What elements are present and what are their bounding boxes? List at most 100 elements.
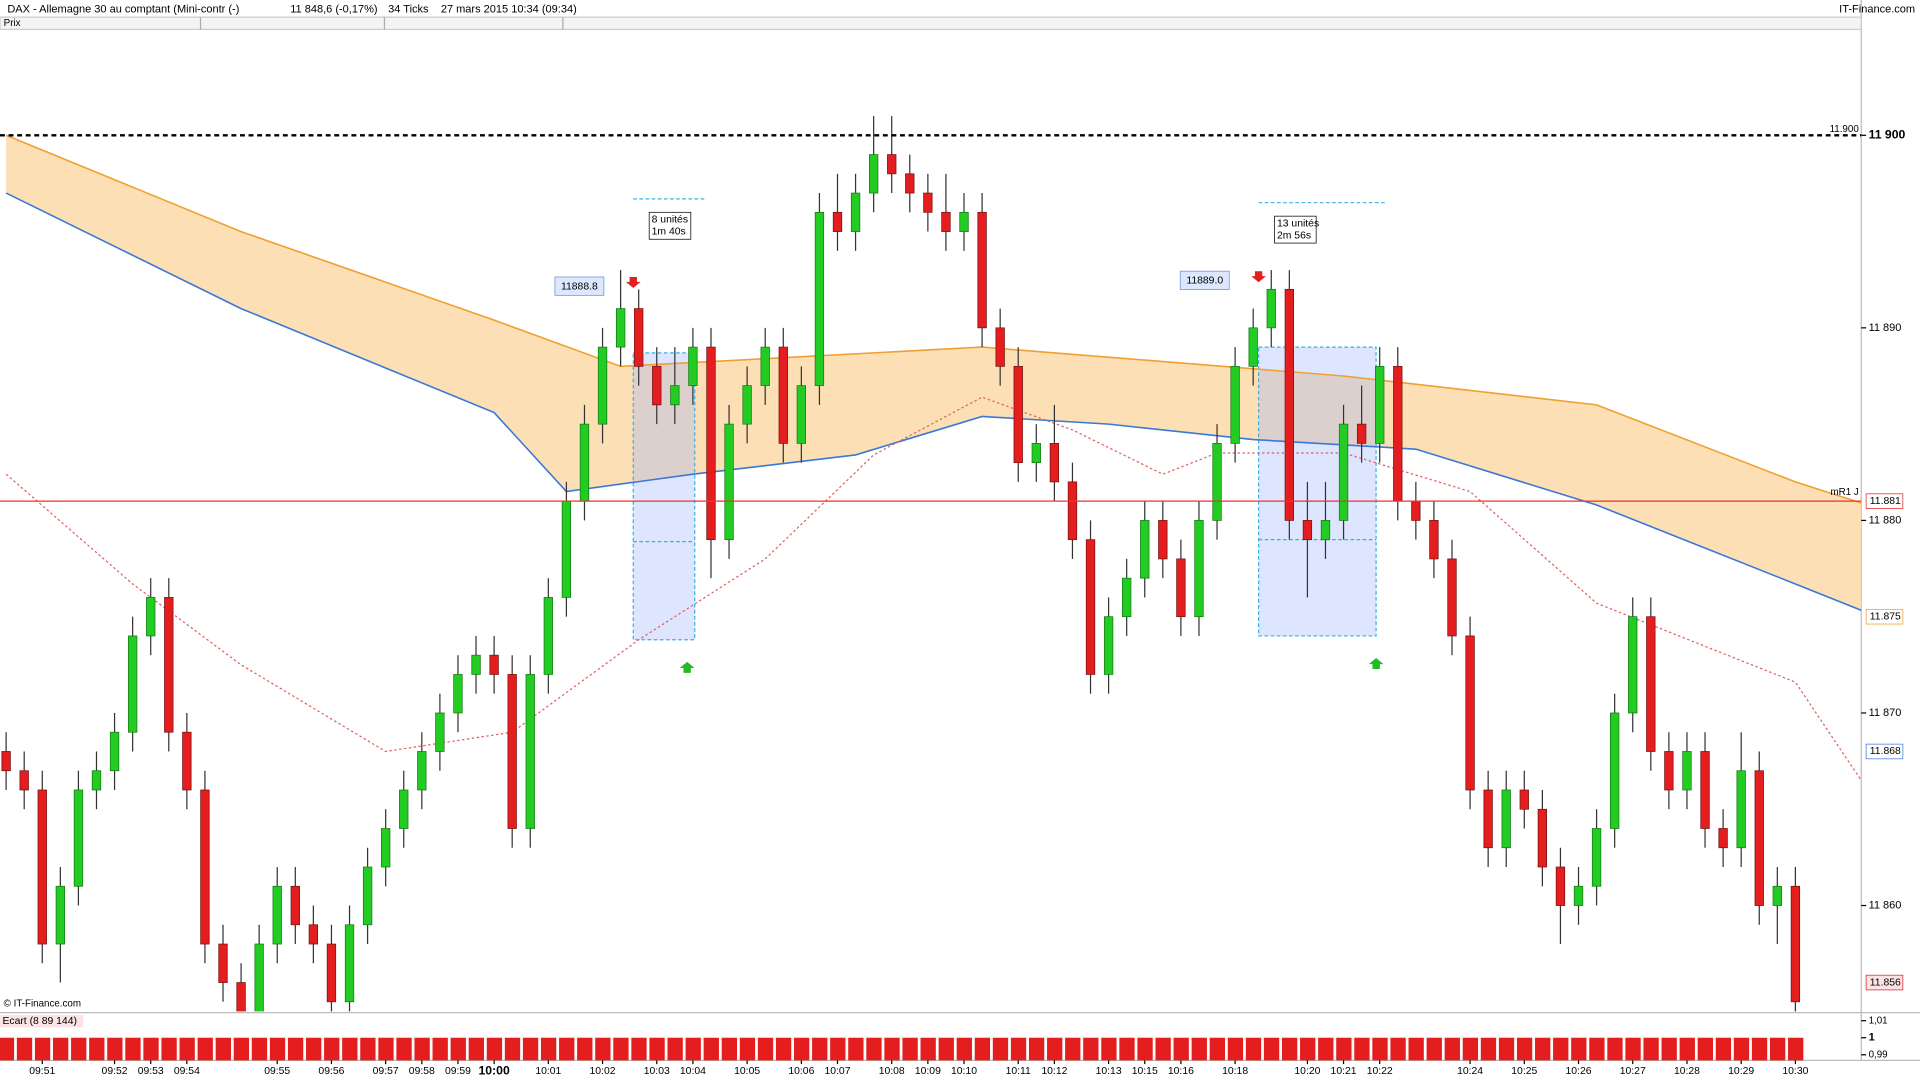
candle-body xyxy=(597,346,608,425)
x-tick-label: 10:24 xyxy=(1457,1066,1483,1077)
ticks-label: 34 Ticks xyxy=(388,4,429,16)
candle-body xyxy=(1393,365,1403,502)
indicator-bar xyxy=(1281,1037,1298,1061)
candle-body xyxy=(1555,866,1566,906)
indicator-bar xyxy=(595,1037,611,1061)
candle-body xyxy=(1736,770,1746,849)
x-tick-label: 09:52 xyxy=(102,1066,128,1077)
indicator-bar xyxy=(125,1037,141,1061)
entry-box xyxy=(554,276,605,296)
x-tick-label: 09:57 xyxy=(373,1066,399,1077)
last-price: 11 848,6 (-0,17%) xyxy=(290,4,377,16)
x-tick-label: 10:20 xyxy=(1294,1066,1320,1077)
indicator-bar xyxy=(1065,1037,1081,1061)
indicator-bar xyxy=(1083,1037,1099,1061)
indicator-bar xyxy=(1137,1037,1153,1061)
candle-body xyxy=(1718,828,1728,849)
indicator-bar xyxy=(287,1037,304,1061)
indicator-bar xyxy=(920,1037,936,1061)
indicator-bar xyxy=(1119,1037,1135,1061)
indicator-bar xyxy=(775,1037,792,1061)
candle-body xyxy=(706,346,716,541)
candle-body xyxy=(760,346,770,386)
candle-body xyxy=(1772,885,1782,906)
chart-title: DAX - Allemagne 30 au comptant (Mini-con… xyxy=(7,4,239,16)
candle-body xyxy=(1013,365,1023,464)
ma-line xyxy=(5,192,1862,612)
indicator-title-bg xyxy=(0,1015,84,1028)
indicator-bar xyxy=(450,1037,466,1061)
indicator-tick-label: 0,99 xyxy=(1869,1049,1888,1060)
indicator-bar xyxy=(577,1037,593,1061)
indicator-bar xyxy=(1571,1037,1587,1061)
price-badge-label: 11.881 xyxy=(1870,496,1901,507)
candle-body xyxy=(73,789,84,887)
indicator-bar xyxy=(179,1037,195,1061)
candle-body xyxy=(742,385,752,425)
x-tick-label: 10:11 xyxy=(1006,1066,1031,1077)
candle-body xyxy=(778,346,788,444)
candle-body xyxy=(1519,789,1529,810)
indicator-bar xyxy=(522,1037,539,1061)
x-tick-label: 10:01 xyxy=(535,1066,561,1077)
candle-body xyxy=(1266,288,1276,329)
indicator-bar xyxy=(1661,1037,1677,1061)
x-tick-label: 10:12 xyxy=(1041,1066,1067,1077)
candle-body xyxy=(399,789,409,829)
candle-body xyxy=(670,385,680,406)
candle-body xyxy=(615,308,626,348)
x-tick-label: 10:06 xyxy=(788,1066,814,1077)
candle-body xyxy=(272,885,282,945)
indicator-bar xyxy=(161,1037,177,1061)
candle-body xyxy=(1501,789,1511,849)
candle-body xyxy=(579,423,590,502)
x-tick-label: 09:53 xyxy=(138,1066,164,1077)
candle-body xyxy=(417,751,427,791)
indicator-bar xyxy=(16,1037,33,1061)
candle-body xyxy=(977,211,987,329)
indicator-bar xyxy=(1372,1037,1388,1061)
zone-text: 1m 40s xyxy=(652,227,686,238)
x-tick-label: 10:26 xyxy=(1566,1066,1592,1077)
indicator-bar xyxy=(1535,1037,1551,1061)
indicator-bar xyxy=(830,1037,846,1061)
x-tick-label: 10:18 xyxy=(1222,1066,1248,1077)
indicator-bar xyxy=(1769,1037,1786,1061)
candle-body xyxy=(1682,751,1692,791)
indicator-bar xyxy=(703,1037,719,1061)
candle-body xyxy=(1176,558,1186,618)
candle-body xyxy=(1610,712,1620,829)
candle-body xyxy=(1700,751,1710,829)
indicator-bar xyxy=(1589,1037,1605,1061)
indicator-bar xyxy=(1028,1037,1045,1061)
indicator-bar xyxy=(1462,1037,1479,1061)
indicator-bar xyxy=(1643,1037,1659,1061)
x-tick-label: 10:13 xyxy=(1096,1066,1122,1077)
candle-body xyxy=(1483,789,1493,849)
price-badge xyxy=(1865,493,1904,509)
candle-body xyxy=(724,423,734,541)
indicator-bar xyxy=(34,1037,51,1061)
y-tick-label: 11 900 xyxy=(1869,128,1906,142)
zone-text-box xyxy=(648,211,692,240)
indicator-bar xyxy=(613,1037,629,1061)
candle-body xyxy=(55,885,65,945)
indicator-bar xyxy=(938,1037,954,1061)
indicator-bar xyxy=(1679,1037,1695,1061)
indicator-bar xyxy=(233,1037,250,1061)
level-label: mR1 J xyxy=(1831,487,1859,498)
candle-body xyxy=(1248,327,1258,367)
x-tick-label: 10:22 xyxy=(1367,1066,1393,1077)
x-tick-label: 10:10 xyxy=(951,1066,977,1077)
candle-body xyxy=(814,211,825,386)
candle-body xyxy=(652,365,662,406)
indicator-bar xyxy=(1498,1037,1515,1061)
candle-body xyxy=(109,731,120,772)
x-tick-label: 10:07 xyxy=(824,1066,850,1077)
x-tick-label: 10:08 xyxy=(879,1066,905,1077)
candle-body xyxy=(435,712,445,752)
indicator-bar xyxy=(52,1037,69,1061)
candle-body xyxy=(1140,520,1150,579)
brand: IT-Finance.com xyxy=(1839,4,1915,16)
